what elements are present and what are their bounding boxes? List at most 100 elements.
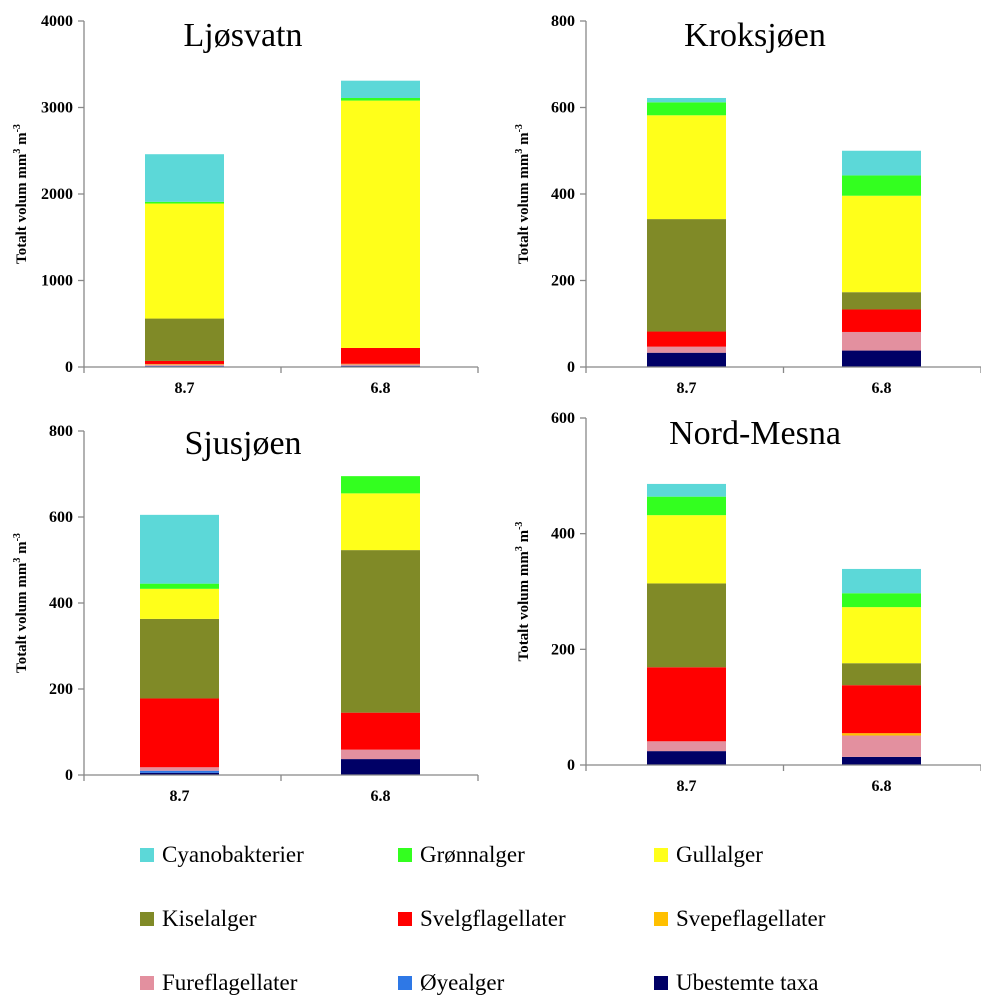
bar-segment-gronnalger: [842, 593, 921, 608]
bar-segment-kiselalger: [341, 550, 420, 713]
bar-segment-oyealger: [145, 365, 224, 367]
bar-segment-ubestemte-taxa: [647, 751, 726, 765]
bar-segment-svelgflagellater: [341, 712, 420, 750]
panel-kroksjoen: 0 200 400 600 800 8.7 6.8 Kroksjøen Totalt volum…: [514, 13, 981, 397]
x-tick-label: 8.7: [175, 380, 195, 397]
bar-segment-gullalger: [647, 115, 726, 220]
bar-segment-svelgflagellater: [842, 685, 921, 734]
y-tick-label: 400: [49, 595, 73, 612]
bar-segment-cyanobakterier: [647, 483, 726, 497]
legend-label: Grønnalger: [420, 842, 525, 867]
legend-swatch-cyanobakterier: [140, 848, 154, 862]
legend-item-gronnalger: Grønnalger: [398, 840, 525, 870]
bar-segment-svelgflagellater: [647, 667, 726, 742]
bar-segment-svelgflagellater: [140, 698, 219, 768]
y-tick-label: 200: [551, 641, 575, 658]
y-tick-label: 800: [49, 423, 73, 440]
bar-segment-ubestemte-taxa: [140, 772, 219, 775]
bar-segment-oyealger: [140, 770, 219, 773]
legend-label: Fureflagellater: [162, 970, 298, 995]
bar-segment-ubestemte-taxa: [341, 759, 420, 775]
y-axis-label: Totalt volum mm3 m-3: [12, 533, 30, 673]
bar-segment-svelgflagellater: [647, 331, 726, 347]
legend-item-ubestemte-taxa: Ubestemte taxa: [654, 968, 818, 998]
panel-title: Ljøsvatn: [184, 17, 303, 54]
bar-segment-gullalger: [341, 100, 420, 348]
bar-segment-ubestemte-taxa: [842, 756, 921, 765]
bar-segment-fureflagellater: [842, 735, 921, 757]
bar-segment-kiselalger: [647, 583, 726, 668]
legend-item-svelgflagellater: Svelgflagellater: [398, 904, 566, 934]
bar-segment-gronnalger: [140, 583, 219, 589]
legend-item-oyealger: Øyealger: [398, 968, 504, 998]
y-tick-label: 1000: [41, 273, 73, 290]
bar-segment-cyanobakterier: [341, 80, 420, 98]
x-tick-label: 6.8: [872, 778, 892, 795]
legend-label: Kiselalger: [162, 906, 257, 931]
bar-segment-cyanobakterier: [842, 150, 921, 176]
bar-segment-svepeflagellater: [842, 733, 921, 736]
legend-swatch-kiselalger: [140, 912, 154, 926]
legend-swatch-fureflagellater: [140, 976, 154, 990]
legend-swatch-oyealger: [398, 976, 412, 990]
bar-segment-fureflagellater: [140, 767, 219, 771]
legend: Cyanobakterier Grønnalger Gullalger Kise…: [0, 830, 981, 1001]
y-tick-label: 400: [551, 186, 575, 203]
y-tick-label: 400: [551, 526, 575, 543]
x-tick-label: 8.7: [170, 788, 190, 805]
bar-segment-gronnalger: [647, 102, 726, 116]
x-tick-label: 8.7: [677, 778, 697, 795]
legend-label: Øyealger: [420, 970, 505, 995]
legend-item-gullalger: Gullalger: [654, 840, 763, 870]
bar-segment-fureflagellater: [842, 331, 921, 351]
legend-swatch-gullalger: [654, 848, 668, 862]
legend-item-kiselalger: Kiselalger: [140, 904, 257, 934]
bar-segment-cyanobakterier: [647, 97, 726, 103]
bar-segment-svepeflagellater: [341, 363, 420, 365]
bar-segment-gullalger: [145, 203, 224, 319]
bar-segment-ubestemte-taxa: [842, 350, 921, 367]
legend-item-cyanobakterier: Cyanobakterier: [140, 840, 304, 870]
y-axis-label: Totalt volum mm3 m-3: [12, 124, 30, 264]
bar-segment-svelgflagellater: [341, 347, 420, 364]
y-axis-label: Totalt volum mm3 m-3: [514, 522, 532, 662]
bar-segment-svelgflagellater: [842, 309, 921, 332]
bar-segment-gronnalger: [842, 175, 921, 196]
bar-segment-cyanobakterier: [145, 154, 224, 202]
legend-label: Svelgflagellater: [420, 906, 566, 931]
y-tick-label: 3000: [41, 100, 73, 117]
x-tick-label: 6.8: [371, 788, 391, 805]
panel-title: Kroksjøen: [684, 17, 826, 54]
bar-segment-kiselalger: [140, 618, 219, 699]
legend-swatch-svelgflagellater: [398, 912, 412, 926]
y-tick-label: 200: [49, 681, 73, 698]
legend-label: Cyanobakterier: [162, 842, 304, 867]
bar-segment-cyanobakterier: [842, 568, 921, 594]
y-tick-label: 4000: [41, 13, 73, 30]
bar-segment-gronnalger: [341, 97, 420, 101]
bar-segment-gullalger: [647, 515, 726, 584]
bar-segment-oyealger: [341, 365, 420, 367]
bar-segment-cyanobakterier: [140, 514, 219, 584]
bar-segment-gronnalger: [647, 496, 726, 516]
y-tick-label: 2000: [41, 186, 73, 203]
legend-item-svepeflagellater: Svepeflagellater: [654, 904, 825, 934]
bar-segment-gullalger: [842, 607, 921, 664]
panel-ljosvatn: 0 1000 2000 3000 4000 8.7 6.8 Ljøsvatn Totalt vo…: [12, 13, 479, 397]
bar-segment-fureflagellater: [341, 749, 420, 760]
legend-swatch-svepeflagellater: [654, 912, 668, 926]
y-axis-label: Totalt volum mm3 m-3: [514, 124, 532, 264]
legend-label: Svepeflagellater: [676, 906, 826, 931]
y-tick-label: 0: [65, 359, 73, 376]
y-tick-label: 800: [551, 13, 575, 30]
x-tick-label: 8.7: [677, 380, 697, 397]
legend-label: Gullalger: [676, 842, 763, 867]
y-tick-label: 600: [49, 509, 73, 526]
y-tick-label: 0: [65, 767, 73, 784]
bar-segment-ubestemte-taxa: [647, 352, 726, 367]
bar-segment-kiselalger: [647, 219, 726, 332]
bar-segment-gronnalger: [341, 476, 420, 494]
bar-segment-gullalger: [341, 493, 420, 551]
legend-item-fureflagellater: Fureflagellater: [140, 968, 297, 998]
bar-segment-fureflagellater: [145, 364, 224, 366]
